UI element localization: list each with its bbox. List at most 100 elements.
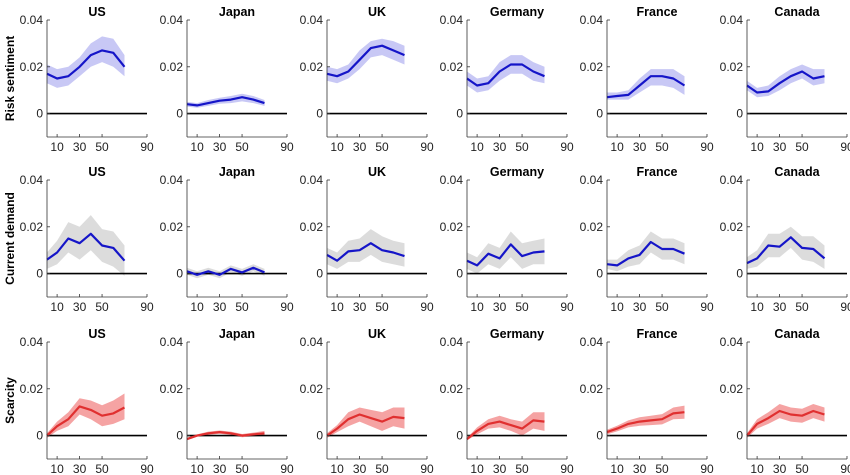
y-tick-label: 0.04 xyxy=(440,13,464,27)
confidence-band xyxy=(327,407,405,438)
series-line xyxy=(46,405,126,437)
series-line xyxy=(746,70,825,94)
y-tick-label: 0 xyxy=(736,267,743,281)
confidence-band xyxy=(47,215,125,276)
x-tick-label: 10 xyxy=(190,462,204,475)
y-tick-label: 0.02 xyxy=(300,220,324,234)
x-tick-label: 90 xyxy=(560,462,574,475)
confidence-band xyxy=(47,36,125,88)
x-tick-label: 50 xyxy=(515,140,529,154)
panel-title: US xyxy=(88,165,105,179)
row-label-risk-sentiment: Risk sentiment xyxy=(3,36,17,121)
x-tick-label: 50 xyxy=(375,140,389,154)
x-tick-label: 10 xyxy=(610,140,624,154)
x-tick-label: 90 xyxy=(420,300,434,314)
panel-risk-sentiment-japan: Japan 0 0.02 0.04 10 30 50 90 xyxy=(160,5,294,154)
y-tick-label: 0 xyxy=(456,107,463,121)
x-tick-label: 50 xyxy=(795,300,809,314)
confidence-band xyxy=(747,404,825,438)
y-tick-label: 0 xyxy=(316,267,323,281)
panel-title: France xyxy=(637,165,678,179)
series-line xyxy=(606,75,686,99)
y-tick-label: 0 xyxy=(596,107,603,121)
y-tick-label: 0 xyxy=(176,107,183,121)
series-line xyxy=(46,232,126,262)
panel-risk-sentiment-germany: Germany 0 0.02 0.04 10 30 50 90 xyxy=(440,5,574,154)
x-tick-label: 30 xyxy=(493,140,507,154)
y-tick-label: 0.02 xyxy=(580,382,604,396)
y-tick-label: 0.02 xyxy=(160,220,184,234)
x-tick-label: 10 xyxy=(330,462,344,475)
x-tick-label: 90 xyxy=(140,140,154,154)
x-tick-label: 10 xyxy=(610,462,624,475)
x-tick-label: 50 xyxy=(515,300,529,314)
y-tick-label: 0.02 xyxy=(20,382,44,396)
panel-current-demand-us: US 0 0.02 0.04 10 30 50 90 xyxy=(20,165,154,314)
x-tick-label: 90 xyxy=(700,140,714,154)
panel-risk-sentiment-france: France 0 0.02 0.04 10 30 50 90 xyxy=(580,5,714,154)
panel-title: France xyxy=(637,327,678,341)
y-tick-label: 0.02 xyxy=(300,60,324,74)
panel-title: Canada xyxy=(774,327,820,341)
y-tick-label: 0 xyxy=(176,429,183,443)
panel-title: Japan xyxy=(219,165,255,179)
panel-title: Japan xyxy=(219,5,255,19)
row-label-scarcity: Scarcity xyxy=(3,377,17,424)
x-tick-label: 90 xyxy=(840,462,850,475)
x-tick-label: 30 xyxy=(73,462,87,475)
series-line xyxy=(186,431,265,441)
panel-risk-sentiment-uk: UK 0 0.02 0.04 10 30 50 90 xyxy=(300,5,434,154)
panel-risk-sentiment-us: US 0 0.02 0.04 10 30 50 90 xyxy=(20,5,154,154)
x-tick-label: 90 xyxy=(280,300,294,314)
x-tick-label: 50 xyxy=(655,462,669,475)
y-tick-label: 0.04 xyxy=(580,173,604,187)
x-tick-label: 30 xyxy=(773,140,787,154)
x-tick-label: 90 xyxy=(280,462,294,475)
panel-title: France xyxy=(637,5,678,19)
x-tick-label: 90 xyxy=(840,300,850,314)
panel-title: Germany xyxy=(490,165,544,179)
y-tick-label: 0.04 xyxy=(580,335,604,349)
y-tick-label: 0.02 xyxy=(440,220,464,234)
y-tick-label: 0 xyxy=(596,267,603,281)
x-tick-label: 30 xyxy=(353,462,367,475)
panel-scarcity-canada: Canada 0 0.02 0.04 10 30 50 90 xyxy=(720,327,850,475)
x-tick-label: 10 xyxy=(50,462,64,475)
y-tick-label: 0.02 xyxy=(20,60,44,74)
series-line xyxy=(746,409,825,437)
x-tick-label: 50 xyxy=(95,140,109,154)
x-tick-label: 50 xyxy=(795,462,809,475)
x-tick-label: 50 xyxy=(515,462,529,475)
x-tick-label: 30 xyxy=(353,140,367,154)
panel-title: US xyxy=(88,327,105,341)
x-tick-label: 90 xyxy=(700,462,714,475)
x-tick-label: 30 xyxy=(353,300,367,314)
panel-title: Canada xyxy=(774,5,820,19)
y-tick-label: 0.04 xyxy=(440,173,464,187)
y-tick-label: 0 xyxy=(316,429,323,443)
x-tick-label: 90 xyxy=(560,140,574,154)
x-tick-label: 30 xyxy=(213,300,227,314)
x-tick-label: 10 xyxy=(750,462,764,475)
x-tick-label: 90 xyxy=(700,300,714,314)
confidence-band xyxy=(327,229,405,269)
panel-grid: US 0 0.02 0.04 10 30 50 90 Japan 0 0.02 0.04 10 30 50 9… xyxy=(20,5,850,475)
x-tick-label: 10 xyxy=(470,140,484,154)
panel-title: UK xyxy=(368,165,386,179)
x-tick-label: 10 xyxy=(190,300,204,314)
panel-title: UK xyxy=(368,327,386,341)
y-tick-label: 0.04 xyxy=(720,173,744,187)
x-tick-label: 30 xyxy=(73,300,87,314)
y-tick-label: 0.02 xyxy=(720,382,744,396)
y-tick-label: 0 xyxy=(36,267,43,281)
y-tick-label: 0.02 xyxy=(300,382,324,396)
x-tick-label: 50 xyxy=(655,300,669,314)
x-tick-label: 10 xyxy=(190,140,204,154)
y-tick-label: 0 xyxy=(316,107,323,121)
x-tick-label: 30 xyxy=(773,462,787,475)
x-tick-label: 30 xyxy=(493,462,507,475)
panel-scarcity-us: US 0 0.02 0.04 10 30 50 90 xyxy=(20,327,154,475)
panel-current-demand-france: France 0 0.02 0.04 10 30 50 90 xyxy=(580,165,714,314)
x-tick-label: 90 xyxy=(140,300,154,314)
